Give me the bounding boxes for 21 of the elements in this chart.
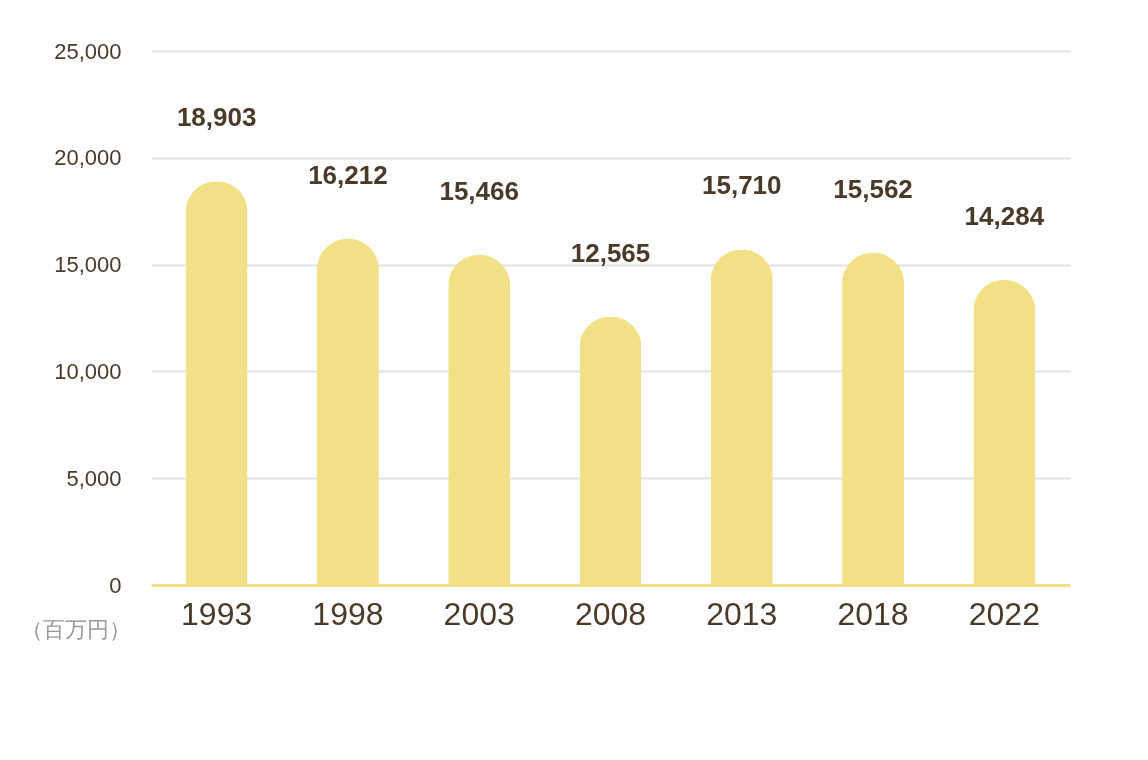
data-label: 16,212 <box>308 159 388 190</box>
x-tick-label: 2003 <box>443 595 515 632</box>
y-tick-label: 25,000 <box>54 38 122 64</box>
y-tick-label: 15,000 <box>54 252 122 278</box>
y-axis-title: （百万円） <box>20 616 131 642</box>
x-tick-label: 2013 <box>706 595 778 632</box>
y-tick-label: 5,000 <box>66 465 122 491</box>
y-tick-label: 20,000 <box>54 145 122 171</box>
x-tick-label: 2022 <box>968 595 1040 632</box>
y-tick-label: 10,000 <box>54 358 122 384</box>
x-tick-label: 2008 <box>574 595 647 632</box>
data-label: 15,466 <box>439 175 519 206</box>
x-tick-label: 1998 <box>312 595 384 632</box>
data-label: 12,565 <box>570 237 651 268</box>
data-label: 15,710 <box>702 170 782 201</box>
x-tick-label: 1993 <box>181 595 253 632</box>
y-tick-label: 0 <box>109 572 122 598</box>
data-label: 15,562 <box>833 173 913 204</box>
x-tick-label: 2018 <box>837 595 909 632</box>
data-label: 14,284 <box>964 200 1045 231</box>
data-label: 18,903 <box>176 102 257 133</box>
